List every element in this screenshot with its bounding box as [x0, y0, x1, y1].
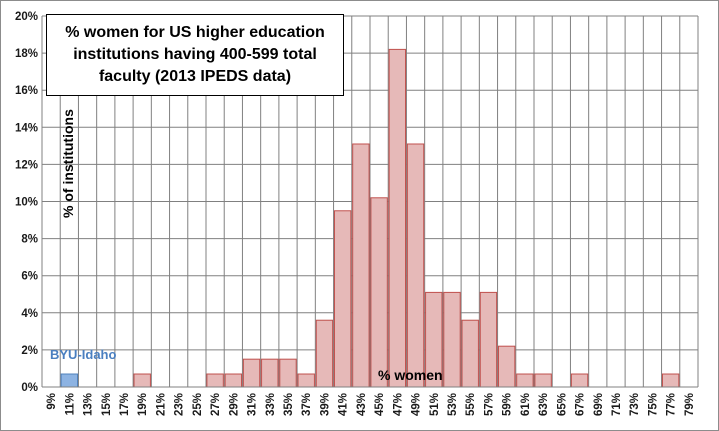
x-tick-labels: 9% 11% 13% 15% 17% 19% 21% 23% 25% 27% 29% 31% 33% 35…	[46, 393, 696, 416]
x-tick-label: 11%	[64, 393, 76, 415]
x-tick-label: 25%	[192, 393, 204, 416]
y-axis-label: % of institutions	[60, 109, 76, 218]
x-tick-label: 75%	[647, 393, 659, 416]
bar-43pct	[352, 143, 370, 388]
x-tick-label: 39%	[319, 393, 331, 416]
bar-77pct	[661, 373, 680, 388]
bar-53pct	[443, 291, 461, 388]
bar-67pct	[570, 373, 589, 388]
y-tick-label: 8%	[21, 234, 38, 246]
bar-47pct	[388, 48, 407, 388]
x-tick-label: 35%	[283, 393, 295, 416]
x-tick-label: 67%	[575, 393, 587, 416]
x-tick-label: 33%	[265, 393, 277, 416]
y-tick-label: 14%	[15, 122, 38, 134]
x-tick-label: 29%	[228, 393, 240, 416]
y-tick-label: 12%	[15, 159, 38, 171]
x-tick-label: 59%	[502, 393, 514, 416]
axis-layer	[41, 16, 698, 388]
x-tick-label: 65%	[556, 393, 568, 416]
y-tick-label: 16%	[15, 85, 38, 97]
chart-title: % women for US higher education institut…	[46, 14, 344, 96]
x-tick-label: 27%	[210, 393, 222, 416]
y-tick-labels: 0% 2% 4% 6% 8% 10% 12% 14% 16% 18% 20%	[15, 11, 38, 394]
x-tick-label: 17%	[119, 393, 131, 416]
x-tick-label: 77%	[666, 393, 678, 416]
x-tick-label: 69%	[593, 393, 605, 416]
x-tick-label: 19%	[137, 393, 149, 416]
x-tick-label: 37%	[301, 393, 313, 416]
bar-45pct	[370, 197, 388, 388]
bar-61pct	[516, 373, 534, 388]
y-tick-label: 10%	[15, 197, 38, 209]
x-tick-label: 9%	[46, 393, 58, 410]
y-tick-label: 18%	[15, 48, 38, 60]
x-tick-label: 51%	[429, 393, 441, 416]
y-tick-label: 20%	[15, 11, 38, 23]
bar-59pct	[497, 345, 516, 388]
bar-41pct	[333, 210, 352, 388]
y-tick-label: 2%	[21, 345, 38, 357]
bar-31pct	[242, 358, 261, 388]
x-tick-label: 21%	[155, 393, 167, 416]
x-tick-label: 63%	[538, 393, 550, 416]
y-tick-label: 6%	[21, 271, 38, 283]
bar-11pct	[60, 373, 79, 388]
x-tick-label: 53%	[447, 393, 459, 416]
x-tick-label: 41%	[338, 393, 350, 416]
x-tick-label: 23%	[174, 393, 186, 416]
bar-layer	[60, 48, 680, 388]
bar-49pct	[406, 143, 425, 388]
x-tick-label: 55%	[465, 393, 477, 416]
bar-35pct	[279, 358, 297, 388]
x-tick-label: 57%	[483, 393, 495, 416]
x-tick-label: 49%	[411, 393, 423, 416]
x-tick-label: 43%	[356, 393, 368, 416]
bar-57pct	[479, 291, 498, 388]
bar-39pct	[315, 319, 334, 388]
x-tick-label: 31%	[247, 393, 259, 416]
x-tick-label: 47%	[392, 393, 404, 416]
x-tick-label: 45%	[374, 393, 386, 416]
bar-27pct	[206, 373, 224, 388]
x-tick-label: 79%	[684, 393, 696, 416]
bar-63pct	[534, 373, 552, 388]
bar-55pct	[461, 319, 479, 388]
x-tick-label: 13%	[83, 393, 95, 416]
bar-33pct	[261, 358, 279, 388]
bar-37pct	[297, 373, 315, 388]
x-axis-label: % women	[378, 367, 443, 383]
bar-29pct	[224, 373, 243, 388]
bar-19pct	[133, 373, 151, 388]
y-tick-label: 4%	[21, 308, 38, 320]
x-tick-label: 71%	[611, 393, 623, 416]
x-tick-label: 61%	[520, 393, 532, 416]
byu-idaho-annotation: BYU-Idaho	[50, 347, 117, 362]
x-tick-label: 15%	[101, 393, 113, 416]
x-tick-label: 73%	[629, 393, 641, 416]
y-tick-label: 0%	[21, 382, 38, 394]
